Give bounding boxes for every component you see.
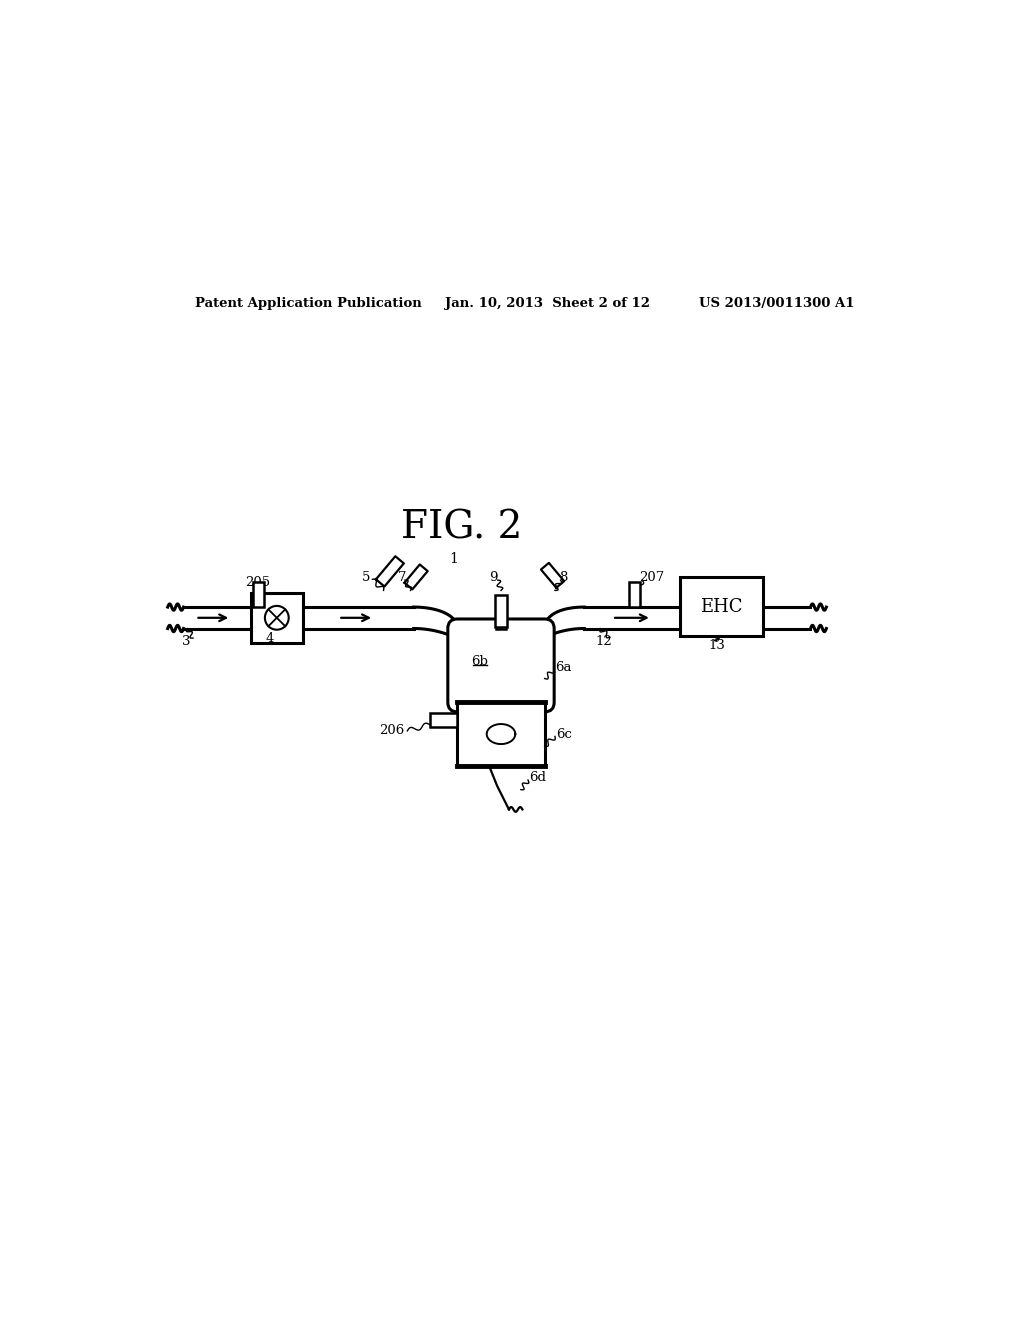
Text: Patent Application Publication: Patent Application Publication bbox=[196, 297, 422, 310]
Text: 207: 207 bbox=[639, 572, 665, 585]
Text: FIG. 2: FIG. 2 bbox=[400, 510, 522, 546]
Text: 205: 205 bbox=[246, 576, 270, 589]
Bar bbox=[430, 713, 458, 727]
Text: 6d: 6d bbox=[528, 771, 546, 784]
Text: 6b: 6b bbox=[471, 655, 488, 668]
Text: 4: 4 bbox=[265, 632, 273, 645]
Text: US 2013/0011300 A1: US 2013/0011300 A1 bbox=[699, 297, 855, 310]
Text: EHC: EHC bbox=[700, 598, 742, 615]
Text: 13: 13 bbox=[709, 639, 725, 652]
Text: 1: 1 bbox=[449, 553, 458, 566]
Bar bbox=[458, 702, 545, 766]
Text: 8: 8 bbox=[559, 572, 567, 585]
Text: 6a: 6a bbox=[555, 661, 571, 675]
Text: 12: 12 bbox=[596, 635, 612, 648]
Text: 7: 7 bbox=[397, 572, 407, 585]
Text: 206: 206 bbox=[379, 725, 404, 738]
Bar bbox=[253, 582, 264, 607]
Text: 9: 9 bbox=[488, 572, 498, 585]
FancyBboxPatch shape bbox=[447, 619, 554, 711]
Bar bbox=[251, 593, 303, 643]
Bar bbox=[495, 595, 507, 627]
Text: 5: 5 bbox=[361, 572, 371, 585]
Text: 3: 3 bbox=[181, 635, 190, 648]
Text: 6c: 6c bbox=[557, 727, 572, 741]
Text: Jan. 10, 2013  Sheet 2 of 12: Jan. 10, 2013 Sheet 2 of 12 bbox=[445, 297, 650, 310]
Bar bbox=[629, 582, 640, 607]
Bar bbox=[680, 577, 763, 636]
